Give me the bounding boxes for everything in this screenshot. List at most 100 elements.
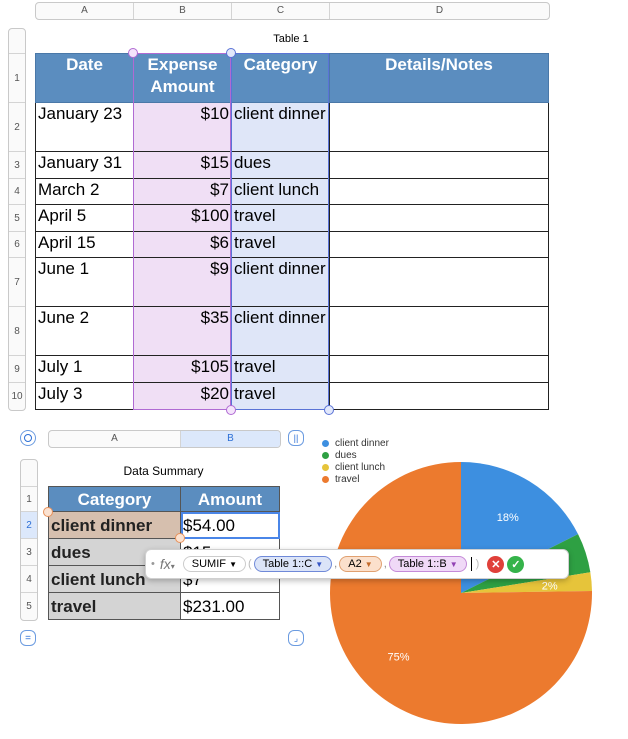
header-category[interactable]: Category [48,486,181,512]
notes-cell[interactable] [329,178,549,205]
row-header-4[interactable]: 4 [21,566,37,593]
table1-row-header-bar[interactable]: 1 2 3 4 5 6 7 8 9 10 [8,28,26,411]
date-cell[interactable]: June 1 [35,257,134,307]
range-b-top-handle[interactable] [128,48,138,58]
range-c-bottom-handle[interactable] [324,405,334,415]
arg-table1-c-token[interactable]: Table 1::C ▼ [253,556,333,572]
row-header-2[interactable]: 2 [9,103,25,152]
amount-cell[interactable]: $9 [133,257,232,307]
category-cell[interactable]: dues [231,151,330,179]
table2-row-header-bar[interactable]: 1 2 3 4 5 [20,459,38,621]
row-header-2[interactable]: 2 [21,512,37,539]
category-cell[interactable]: travel [231,382,330,410]
arg-a2-token[interactable]: A2 ▼ [339,556,382,572]
amount-cell[interactable]: $54.00 [180,511,280,539]
date-cell[interactable]: July 1 [35,355,134,383]
category-cell[interactable]: client dinner [231,257,330,307]
header-expense-amount[interactable]: Expense Amount [133,53,232,103]
row-header-1[interactable]: 1 [21,487,37,512]
notes-cell[interactable] [329,355,549,383]
formula-editor[interactable]: • fx▾ SUMIF ▼ ( Table 1::C ▼ , A2 ▼ , Ta… [145,549,569,579]
row-header-blank[interactable] [21,460,37,487]
notes-cell[interactable] [329,382,549,410]
date-cell[interactable]: January 31 [35,151,134,179]
fx-button[interactable]: fx▾ [160,556,175,572]
date-cell[interactable]: April 5 [35,204,134,232]
row-header-9[interactable]: 9 [9,356,25,383]
legend-item-client-dinner[interactable]: client dinner [322,438,389,449]
column-b-header[interactable]: B [134,3,232,19]
category-cell[interactable]: travel [231,355,330,383]
legend-item-dues[interactable]: dues [322,450,357,461]
resize-table-handle[interactable]: ⌟ [288,630,304,646]
range-c-top-handle[interactable] [226,48,236,58]
header-amount[interactable]: Amount [180,486,280,512]
date-cell[interactable]: January 23 [35,102,134,152]
notes-cell[interactable] [329,257,549,307]
date-cell[interactable]: June 2 [35,306,134,356]
header-category[interactable]: Category [231,53,330,103]
category-cell[interactable]: client lunch [48,565,181,593]
function-token[interactable]: SUMIF ▼ [182,556,246,572]
category-cell[interactable]: travel [231,231,330,258]
header-date[interactable]: Date [35,53,134,103]
column-a-header[interactable]: A [36,3,134,19]
amount-cell[interactable]: $100 [133,204,232,232]
row-header-7[interactable]: 7 [9,258,25,307]
range-a2-left-handle[interactable] [43,507,53,517]
row-header-8[interactable]: 8 [9,307,25,356]
add-row-button[interactable]: = [20,630,36,646]
pie-slice-travel[interactable] [329,462,592,724]
amount-cell[interactable]: $7 [133,178,232,205]
amount-cell[interactable]: $35 [133,306,232,356]
date-cell[interactable]: March 2 [35,178,134,205]
row-header-1[interactable]: 1 [9,54,25,103]
table-select-handle[interactable] [20,430,36,446]
column-a-header[interactable]: A [49,431,181,447]
pie-chart[interactable]: 18% 2% 75% [320,450,610,735]
category-cell[interactable]: travel [231,204,330,232]
category-cell[interactable]: client dinner [231,102,330,152]
row-header-3[interactable]: 3 [21,539,37,566]
drag-handle-icon[interactable]: • [151,558,155,570]
column-c-header[interactable]: C [232,3,330,19]
date-cell[interactable]: April 15 [35,231,134,258]
amount-cell[interactable]: $20 [133,382,232,410]
legend-item-client-lunch[interactable]: client lunch [322,462,385,473]
amount-cell[interactable]: $105 [133,355,232,383]
accept-formula-button[interactable]: ✓ [507,555,525,573]
row-header-3[interactable]: 3 [9,152,25,179]
row-header-5[interactable]: 5 [26,601,32,612]
row-header-10[interactable]: 10 [11,391,23,402]
notes-cell[interactable] [329,102,549,152]
notes-cell[interactable] [329,151,549,179]
amount-cell[interactable]: $6 [133,231,232,258]
table2-column-header-bar[interactable]: A B [48,430,281,448]
amount-cell[interactable]: $231.00 [180,592,280,620]
row-header-4[interactable]: 4 [9,179,25,205]
category-cell[interactable]: client dinner [231,306,330,356]
amount-cell[interactable]: $10 [133,102,232,152]
notes-cell[interactable] [329,306,549,356]
category-cell[interactable]: dues [48,538,181,566]
legend-item-travel[interactable]: travel [322,474,359,485]
row-header-blank[interactable] [9,29,25,54]
column-d-header[interactable]: D [435,5,444,16]
category-cell[interactable]: client lunch [231,178,330,205]
category-cell[interactable]: travel [48,592,181,620]
table1-column-header-bar[interactable]: A B C D [35,2,550,20]
range-b-bottom-handle[interactable] [226,405,236,415]
amount-cell[interactable]: $15 [133,151,232,179]
column-b-header[interactable]: B [181,431,280,447]
row-header-5[interactable]: 5 [9,205,25,232]
notes-cell[interactable] [329,204,549,232]
arg-table1-b-token[interactable]: Table 1::B ▼ [388,556,467,572]
range-a2-right-handle[interactable] [175,533,185,543]
row-header-6[interactable]: 6 [9,232,25,258]
date-cell[interactable]: July 3 [35,382,134,410]
category-cell[interactable]: client dinner [48,511,181,539]
cancel-formula-button[interactable]: ✕ [487,555,505,573]
header-details-notes[interactable]: Details/Notes [329,53,549,103]
add-column-button[interactable]: || [288,430,304,446]
notes-cell[interactable] [329,231,549,258]
